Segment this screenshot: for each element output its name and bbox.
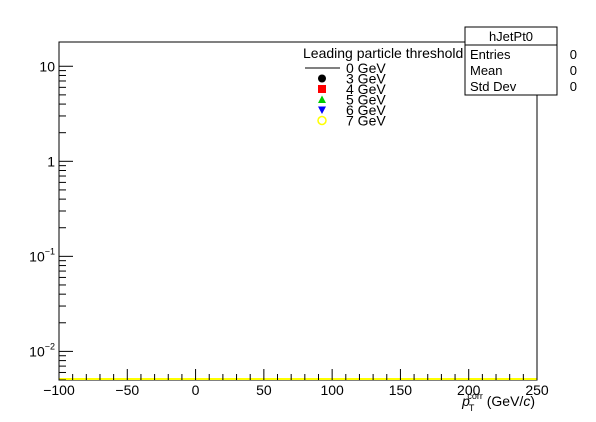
y-axis: 10 1 10−1 10−2 — [29, 58, 73, 381]
x-tick-label: 200 — [457, 382, 481, 398]
y-tick-label: 10 — [39, 58, 55, 74]
legend-label: 3 GeV — [346, 71, 386, 87]
x-axis-label-unit: (GeV/ — [483, 393, 524, 409]
legend-marker-4-gev — [318, 85, 326, 93]
legend-title: Leading particle threshold — [303, 45, 463, 61]
stats-box: hJetPt0 Entries 0 Mean 0 Std Dev 0 — [464, 26, 577, 96]
stats-mean-value: 0 — [570, 63, 577, 78]
x-axis-label-unit-variable: c — [523, 393, 530, 409]
x-tick-label: 250 — [525, 382, 549, 398]
legend-marker-7-gev — [317, 115, 327, 126]
x-axis-label-subscript: T — [469, 403, 475, 413]
legend-label: 0 GeV — [346, 60, 386, 76]
x-axis: −100 −50 0 50 100 150 200 250 — [43, 369, 549, 398]
legend-marker-5-gev — [318, 95, 326, 103]
stats-entries-value: 0 — [570, 47, 577, 62]
legend-label: 5 GeV — [346, 92, 386, 108]
stats-box-frame — [464, 26, 558, 96]
y-tick-label: 10−2 — [29, 341, 55, 359]
legend-label: 6 GeV — [346, 102, 386, 118]
x-axis-label-text: pTcorr (GeV/c) — [461, 391, 535, 413]
legend-marker-3-gev — [318, 74, 326, 83]
legend-label: 7 GeV — [346, 113, 386, 129]
legend-label: 4 GeV — [346, 81, 386, 97]
stats-mean-label: Mean — [470, 63, 503, 78]
x-axis-label-unit-end: ) — [530, 393, 535, 409]
x-tick-label: 150 — [389, 382, 413, 398]
x-tick-label: −50 — [115, 382, 139, 398]
x-axis-label-symbol: p — [461, 393, 470, 409]
x-axis-label: pTcorr (GeV/c) — [461, 391, 535, 413]
x-tick-label: 0 — [192, 382, 200, 398]
legend-marker-6-gev — [318, 106, 326, 114]
x-tick-label: 50 — [256, 382, 272, 398]
y-tick-label: 10−1 — [29, 246, 55, 264]
stats-stddev-value: 0 — [570, 79, 577, 94]
x-tick-label: 100 — [320, 382, 344, 398]
stats-entries-label: Entries — [470, 47, 511, 62]
x-tick-label: −100 — [43, 382, 75, 398]
stats-stddev-label: Std Dev — [470, 79, 517, 94]
x-axis-label-superscript: corr — [467, 391, 483, 401]
stats-box-title: hJetPt0 — [489, 29, 533, 44]
y-tick-label: 1 — [47, 153, 55, 169]
